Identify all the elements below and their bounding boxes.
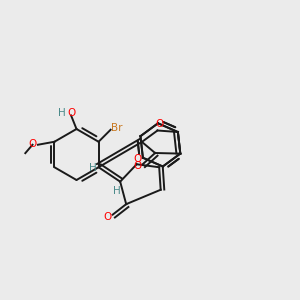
Text: O: O (68, 108, 76, 118)
Text: O: O (155, 119, 163, 129)
Text: H: H (89, 164, 97, 173)
Text: O: O (133, 161, 141, 171)
Text: Br: Br (111, 123, 123, 133)
Text: O: O (134, 154, 142, 164)
Text: O: O (103, 212, 111, 222)
Text: O: O (28, 139, 37, 148)
Text: H: H (58, 108, 66, 118)
Text: H: H (113, 186, 121, 196)
